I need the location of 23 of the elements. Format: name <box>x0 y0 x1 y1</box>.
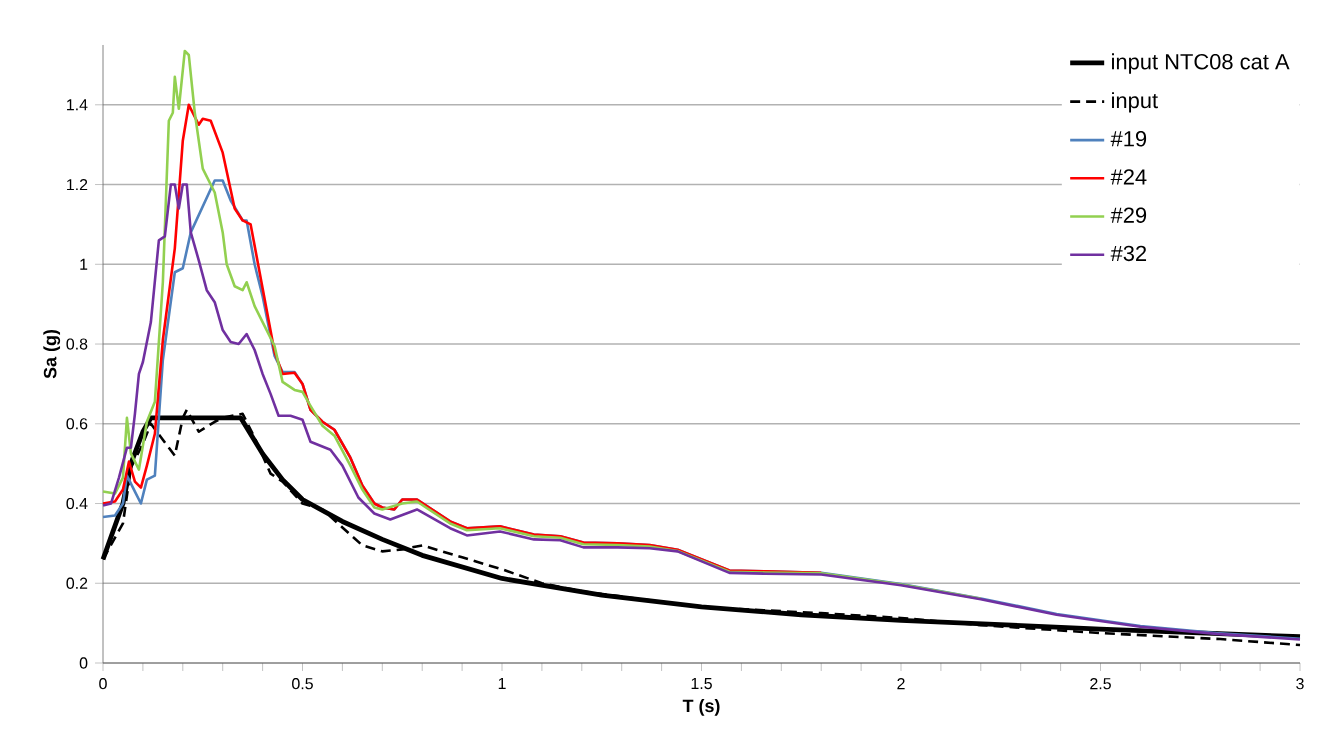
x-tick-label: 1.5 <box>691 678 712 690</box>
y-axis-title: Sa (g) <box>43 329 61 379</box>
x-tick-label: 1 <box>498 678 506 689</box>
legend-label: input NTC08 cat A <box>1112 53 1290 74</box>
legend-label: #19 <box>1110 130 1147 147</box>
y-tick-label: 0.6 <box>66 418 88 430</box>
legend-label: #24 <box>1110 169 1147 185</box>
legend-label: input <box>1112 92 1158 113</box>
y-tick-label: 0.4 <box>66 497 88 510</box>
x-tick-label: 0.5 <box>292 678 313 690</box>
y-tick-label: 1.4 <box>67 99 88 111</box>
y-tick-label: 0.2 <box>66 577 88 589</box>
x-axis-title: T (s) <box>682 698 720 716</box>
y-tick-label: 0 <box>79 657 88 669</box>
x-tick-label: 0 <box>99 678 107 690</box>
legend-label: #32 <box>1110 245 1147 262</box>
y-tick-label: 1.2 <box>67 178 88 191</box>
x-tick-label: 2.5 <box>1090 678 1111 690</box>
legend-label: #29 <box>1110 207 1147 223</box>
x-tick-label: 3 <box>1296 678 1304 690</box>
y-tick-label: 1 <box>80 258 88 270</box>
x-tick-label: 2 <box>897 678 905 690</box>
y-tick-label: 0.8 <box>66 338 88 350</box>
